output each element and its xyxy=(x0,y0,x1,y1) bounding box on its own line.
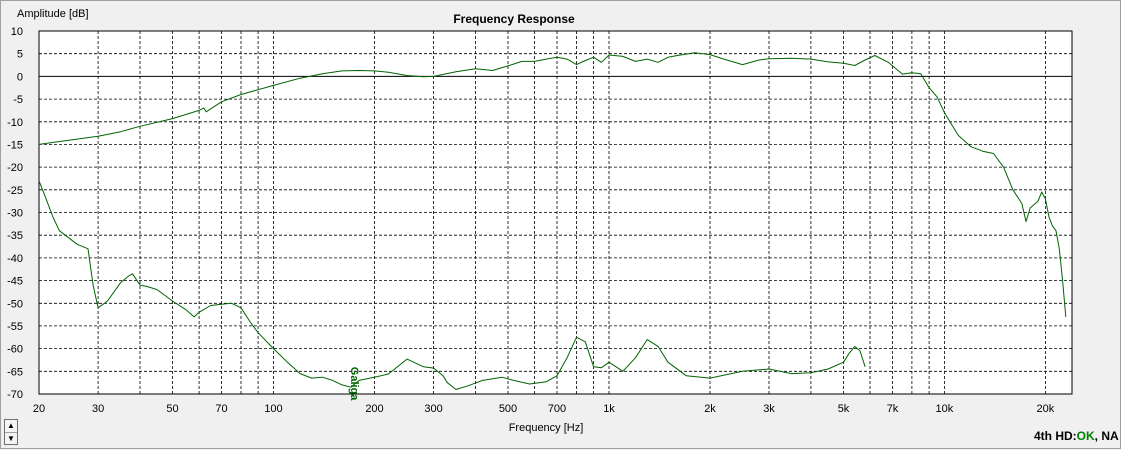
x-tick-label: 200 xyxy=(365,403,383,415)
y-tick-label: 10 xyxy=(11,26,23,38)
x-tick-label: 300 xyxy=(424,403,442,415)
y-tick-label: -40 xyxy=(7,253,23,265)
y-tick-label: -15 xyxy=(7,139,23,151)
y-gridlines xyxy=(39,30,1072,395)
y-tick-label: -20 xyxy=(7,162,23,174)
x-tick-label: 3k xyxy=(763,403,775,415)
y-tick-label: -55 xyxy=(7,321,23,333)
annotation-label: Galiga xyxy=(348,367,360,402)
y-tick-label: -10 xyxy=(7,117,23,129)
status-prefix: 4th HD: xyxy=(1034,429,1077,443)
series-line-1 xyxy=(38,52,1067,317)
spinner-up-icon[interactable]: ▲ xyxy=(5,420,17,433)
x-tick-label: 70 xyxy=(215,403,227,415)
scroll-spinner[interactable]: ▲ ▼ xyxy=(4,419,18,445)
x-tick-label: 30 xyxy=(92,403,104,415)
chart-title: Frequency Response xyxy=(453,12,575,26)
y-tick-label: -35 xyxy=(7,230,23,242)
status-ok: OK xyxy=(1076,429,1095,443)
x-tick-label: 5k xyxy=(838,403,850,415)
y-tick-label: -65 xyxy=(7,366,23,378)
y-tick-label: -60 xyxy=(7,344,23,356)
series-layer xyxy=(38,52,1067,390)
y-tick-label: -50 xyxy=(7,298,23,310)
x-tick-label: 20k xyxy=(1037,403,1055,415)
y-tick-label: -25 xyxy=(7,185,23,197)
x-tick-labels: 20 30 50 70 100 200 300 500 700 1k 2k 3k 5k 7k 10k 20k xyxy=(33,403,1055,415)
y-tick-label: 0 xyxy=(17,71,23,83)
status-suffix: , NA xyxy=(1094,429,1119,443)
y-tick-label: -30 xyxy=(7,208,23,220)
x-tick-label: 700 xyxy=(548,403,566,415)
y-tick-labels: 10 5 0 -5 -10 -15 -20 -25 -30 -35 -40 -45 -50 -55 -60 -… xyxy=(7,26,23,401)
x-tick-label: 50 xyxy=(166,403,178,415)
x-tick-label: 10k xyxy=(936,403,954,415)
x-tick-label: 2k xyxy=(704,403,716,415)
x-tick-label: 100 xyxy=(264,403,282,415)
x-tick-label: 7k xyxy=(887,403,899,415)
y-tick-label: -70 xyxy=(7,389,23,401)
status-text: 4th HD:OK, NA xyxy=(1034,429,1119,443)
x-tick-label: 500 xyxy=(499,403,517,415)
x-tick-label: 20 xyxy=(33,403,45,415)
y-tick-label: 5 xyxy=(17,49,23,61)
y-axis-label: Amplitude [dB] xyxy=(17,8,89,20)
x-axis-label: Frequency [Hz] xyxy=(509,422,584,434)
y-tick-label: -45 xyxy=(7,276,23,288)
y-tick-label: -5 xyxy=(13,94,23,106)
spinner-down-icon[interactable]: ▼ xyxy=(7,434,15,443)
x-tick-label: 1k xyxy=(603,403,615,415)
series-line-2 xyxy=(38,180,866,390)
